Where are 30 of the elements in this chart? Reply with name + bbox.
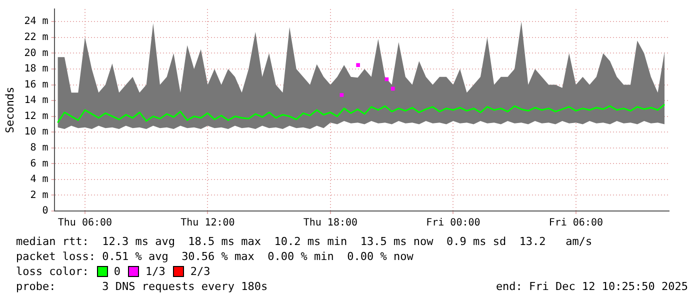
point — [356, 63, 360, 67]
text: probe: 3 DNS requests every 180s — [16, 279, 268, 294]
y-tick-label: 12 m — [24, 110, 48, 122]
text: median rtt: 12.3 ms avg 18.5 ms max 10.2 ms min 13.5 ms now 0.9 ms sd 13.2 am/s — [16, 234, 592, 249]
x-tick-label: Thu 06:00 — [58, 218, 112, 229]
y-tick-label: 0 — [42, 206, 48, 217]
y-tick-label: 14 m — [24, 95, 48, 106]
point — [340, 93, 344, 97]
point — [390, 86, 395, 91]
y-tick-label: 24 m — [24, 16, 48, 28]
legend-label: 1/3 — [145, 264, 166, 279]
y-axis-title: Seconds — [3, 86, 16, 134]
legend-title: loss color: — [16, 264, 89, 279]
y-tick-label: 2 m — [30, 190, 48, 201]
y-tick-label: 8 m — [30, 142, 48, 154]
y-tick-label: 4 m — [30, 174, 48, 186]
y-tick-label: 16 m — [24, 79, 48, 90]
x-tick-label: Thu 12:00 — [180, 218, 235, 229]
text: end: Fri Dec 12 10:25:50 2025 — [496, 279, 688, 294]
legend-label: 2/3 — [190, 264, 210, 279]
x-tick-label: Fri 00:00 — [426, 218, 480, 229]
y-tick-label: 10 m — [24, 126, 48, 138]
text: packet loss: 0.51 % avg 30.56 % max 0.00 % min 0.00 % now — [16, 249, 414, 264]
x-tick-label: Thu 18:00 — [303, 218, 358, 229]
y-tick-label: 22 m — [24, 32, 48, 43]
x-tick-label: Fri 06:00 — [548, 218, 604, 229]
y-tick-label: 6 m — [30, 158, 48, 170]
legend-label: 0 — [114, 264, 120, 279]
y-tick-label: 20 m — [24, 48, 48, 59]
y-tick-label: 18 m — [24, 64, 48, 75]
